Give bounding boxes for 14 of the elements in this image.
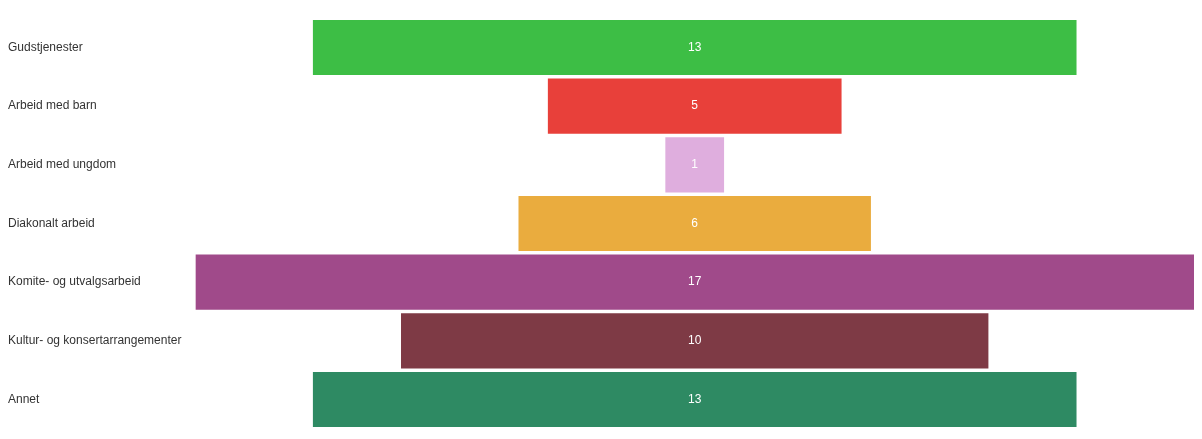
data-label: 13	[688, 39, 702, 54]
category-label: Arbeid med barn	[8, 98, 97, 113]
data-label: 17	[688, 274, 702, 289]
data-label: 13	[688, 391, 702, 406]
data-label: 10	[688, 333, 702, 348]
category-label: Gudstjenester	[8, 39, 83, 54]
category-label: Kultur- og konsertarrangementer	[8, 333, 182, 348]
data-label: 6	[691, 215, 699, 230]
category-label: Arbeid med ungdom	[8, 157, 117, 172]
category-label: Annet	[8, 391, 41, 406]
data-label: 5	[691, 98, 699, 113]
category-label: Komite- og utvalgsarbeid	[8, 274, 141, 289]
data-label: 1	[691, 157, 699, 172]
category-label: Diakonalt arbeid	[8, 215, 95, 230]
